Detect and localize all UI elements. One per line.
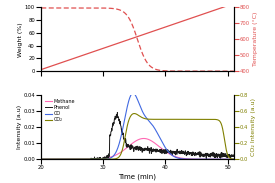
X-axis label: Time (min): Time (min) bbox=[119, 173, 156, 180]
CO bbox=[51, 158, 55, 160]
Line: Phenol: Phenol bbox=[41, 113, 234, 159]
Methane bbox=[142, 137, 145, 140]
Line: Methane: Methane bbox=[41, 139, 234, 159]
Methane bbox=[157, 145, 160, 147]
Methane bbox=[163, 149, 166, 152]
CO₂ bbox=[186, 118, 189, 120]
Methane bbox=[232, 158, 235, 160]
Methane bbox=[152, 141, 155, 143]
Methane bbox=[186, 158, 189, 160]
CO bbox=[206, 158, 209, 160]
CO₂ bbox=[51, 158, 55, 160]
CO bbox=[131, 92, 135, 94]
CO bbox=[186, 158, 189, 160]
CO₂ bbox=[206, 118, 209, 120]
Line: CO: CO bbox=[41, 93, 234, 159]
Methane bbox=[40, 158, 43, 160]
Phenol bbox=[152, 148, 155, 150]
Y-axis label: Weight (%): Weight (%) bbox=[18, 22, 23, 57]
CO bbox=[157, 134, 160, 136]
Y-axis label: Temperature (°C): Temperature (°C) bbox=[253, 12, 258, 66]
CO bbox=[163, 145, 166, 147]
Phenol bbox=[116, 111, 119, 114]
CO₂ bbox=[232, 158, 235, 160]
CO bbox=[232, 158, 235, 160]
CO bbox=[40, 158, 43, 160]
Legend: Methane, Phenol, CO, CO₂: Methane, Phenol, CO, CO₂ bbox=[44, 98, 76, 123]
Phenol bbox=[51, 158, 55, 160]
Phenol bbox=[186, 150, 189, 153]
CO₂ bbox=[157, 118, 160, 120]
Phenol bbox=[163, 151, 166, 154]
Methane bbox=[206, 158, 209, 160]
CO₂ bbox=[133, 112, 136, 115]
Methane bbox=[51, 158, 55, 160]
CO₂ bbox=[40, 158, 43, 160]
Phenol bbox=[232, 154, 235, 156]
CO bbox=[152, 125, 155, 127]
Y-axis label: CO₂ Intensity (a.u): CO₂ Intensity (a.u) bbox=[251, 98, 256, 156]
Phenol bbox=[206, 154, 209, 157]
CO₂ bbox=[152, 118, 155, 120]
Phenol bbox=[157, 150, 160, 152]
Y-axis label: Intensity (a.u): Intensity (a.u) bbox=[17, 105, 22, 149]
CO₂ bbox=[163, 118, 166, 120]
Line: CO₂: CO₂ bbox=[41, 113, 234, 159]
Phenol bbox=[40, 158, 43, 160]
